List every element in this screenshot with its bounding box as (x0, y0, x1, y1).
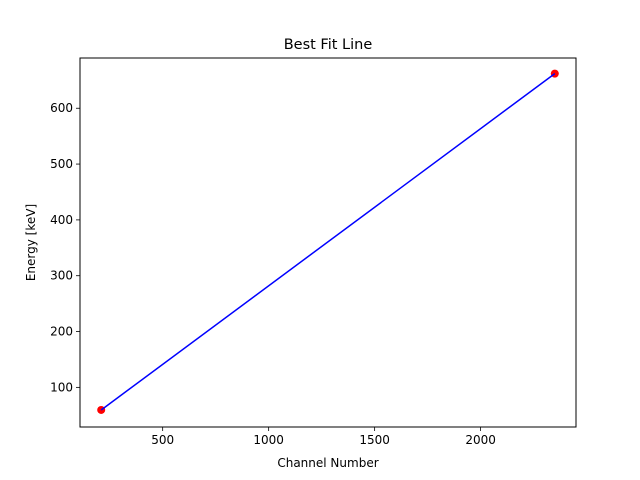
y-axis-ticks: 100 200 300 400 500 600 (50, 101, 80, 394)
y-tick-label: 100 (50, 380, 73, 394)
plot-area (97, 69, 559, 414)
y-tick-label: 200 (50, 325, 73, 339)
axes-frame (79, 57, 577, 428)
x-axis-ticks: 500 1000 1500 2000 (151, 427, 496, 447)
y-axis-label: Energy [keV] (24, 204, 38, 281)
x-tick-label: 2000 (465, 433, 496, 447)
chart-title: Best Fit Line (284, 37, 373, 53)
best-fit-line (100, 73, 556, 411)
y-tick-label: 600 (50, 101, 73, 115)
x-axis-label: Channel Number (277, 456, 378, 470)
x-tick-label: 1500 (359, 433, 390, 447)
y-tick-label: 400 (50, 213, 73, 227)
x-tick-label: 500 (151, 433, 174, 447)
x-tick-label: 1000 (253, 433, 284, 447)
y-tick-label: 300 (50, 269, 73, 283)
y-tick-label: 500 (50, 157, 73, 171)
